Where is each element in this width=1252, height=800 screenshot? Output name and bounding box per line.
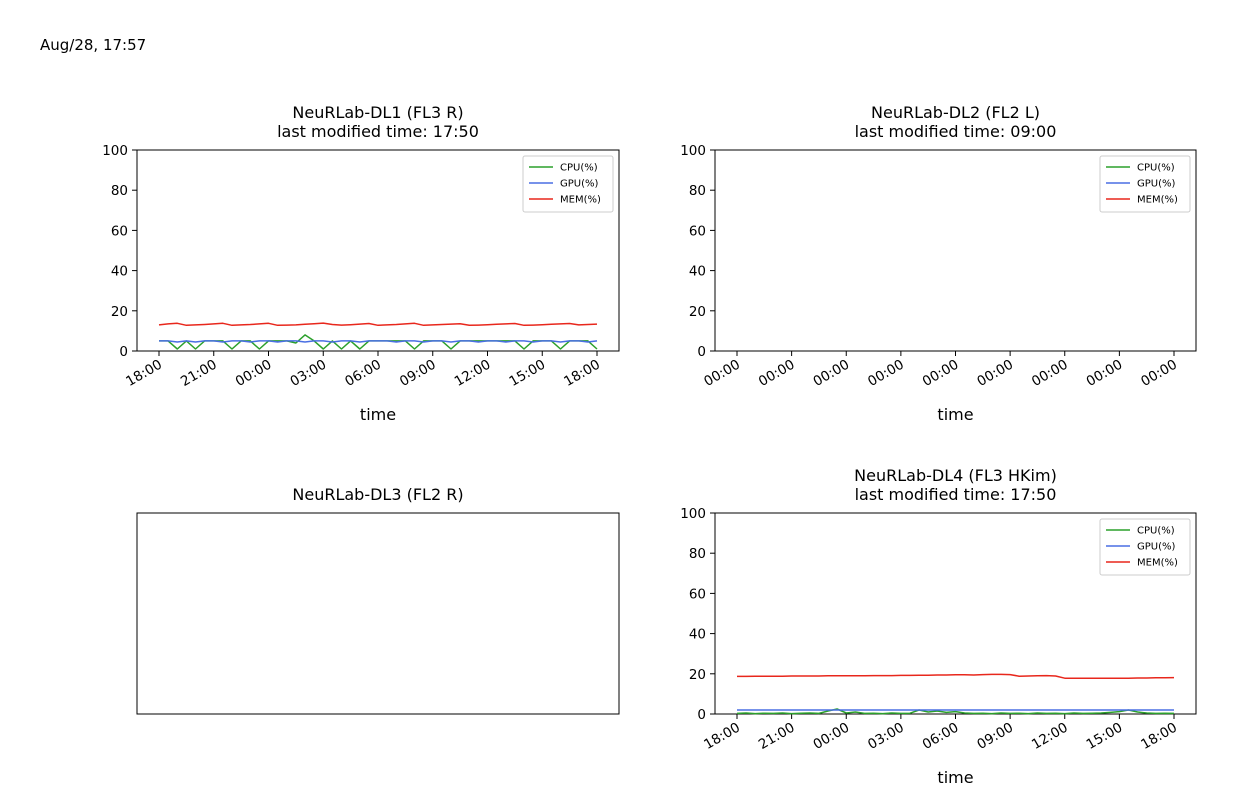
chart-title: NeuRLab-DL2 (FL2 L) xyxy=(871,103,1040,122)
legend-box xyxy=(522,155,614,213)
x-tick-label: 00:00 xyxy=(756,357,798,390)
y-tick-label: 20 xyxy=(111,304,128,320)
chart-subtitle: last modified time: 17:50 xyxy=(855,485,1057,504)
legend-entry: GPU(%) xyxy=(1137,179,1176,190)
x-tick-label: 00:00 xyxy=(1084,357,1126,390)
legend-entry: MEM(%) xyxy=(1137,558,1178,569)
x-axis-label: time xyxy=(937,405,973,424)
x-tick-label: 03:00 xyxy=(288,357,330,390)
x-tick-label: 00:00 xyxy=(1029,357,1071,390)
chart-panel-dl3: NeuRLab-DL3 (FL2 R) xyxy=(136,485,620,715)
chart-title: NeuRLab-DL4 (FL3 HKim) xyxy=(854,466,1057,485)
legend-entry: MEM(%) xyxy=(1137,195,1178,206)
x-tick-label: 00:00 xyxy=(811,357,853,390)
x-tick-label: 00:00 xyxy=(974,357,1016,390)
y-tick-label: 0 xyxy=(697,344,706,360)
y-tick-label: 60 xyxy=(111,223,128,239)
x-tick-label: 00:00 xyxy=(865,357,907,390)
chart-title: NeuRLab-DL3 (FL2 R) xyxy=(292,485,463,504)
series-line-gpu xyxy=(159,340,598,343)
axes-frame xyxy=(136,512,620,715)
x-tick-label: 21:00 xyxy=(756,720,798,753)
y-tick-label: 20 xyxy=(689,667,706,683)
x-tick-label: 00:00 xyxy=(920,357,962,390)
chart-title: NeuRLab-DL1 (FL3 R) xyxy=(292,103,463,122)
x-tick-label: 06:00 xyxy=(342,357,384,390)
chart-panel-dl4: NeuRLab-DL4 (FL3 HKim)last modified time… xyxy=(680,466,1197,787)
x-tick-label: 12:00 xyxy=(452,357,494,390)
y-tick-label: 20 xyxy=(689,304,706,320)
x-tick-label: 09:00 xyxy=(397,357,439,390)
x-tick-label: 18:00 xyxy=(561,357,603,390)
series-line-cpu xyxy=(736,708,1175,715)
legend-entry: CPU(%) xyxy=(1137,526,1175,537)
chart-subtitle: last modified time: 17:50 xyxy=(277,122,479,141)
x-axis-label: time xyxy=(360,405,396,424)
y-tick-label: 0 xyxy=(119,344,128,360)
y-tick-label: 60 xyxy=(689,586,706,602)
legend-entry: GPU(%) xyxy=(1137,542,1176,553)
x-tick-label: 00:00 xyxy=(701,357,743,390)
series-line-mem xyxy=(737,673,1175,679)
x-tick-label: 00:00 xyxy=(233,357,275,390)
legend-entry: GPU(%) xyxy=(560,179,599,190)
x-tick-label: 18:00 xyxy=(701,720,743,753)
y-tick-label: 60 xyxy=(689,223,706,239)
x-tick-label: 00:00 xyxy=(811,720,853,753)
x-tick-label: 18:00 xyxy=(123,357,165,390)
legend-box xyxy=(1099,518,1191,576)
y-tick-label: 80 xyxy=(689,183,706,199)
y-tick-label: 80 xyxy=(111,183,128,199)
x-axis-label: time xyxy=(937,768,973,787)
legend-entry: CPU(%) xyxy=(560,163,598,174)
x-tick-label: 03:00 xyxy=(865,720,907,753)
y-tick-label: 40 xyxy=(689,627,706,643)
y-tick-label: 40 xyxy=(111,264,128,280)
x-tick-label: 15:00 xyxy=(507,357,549,390)
x-tick-label: 15:00 xyxy=(1084,720,1126,753)
x-tick-label: 18:00 xyxy=(1138,720,1180,753)
chart-subtitle: last modified time: 09:00 xyxy=(855,122,1057,141)
y-tick-label: 100 xyxy=(102,143,128,159)
x-tick-label: 09:00 xyxy=(974,720,1016,753)
legend-entry: MEM(%) xyxy=(560,195,601,206)
x-tick-label: 21:00 xyxy=(178,357,220,390)
y-tick-label: 100 xyxy=(680,506,706,522)
legend-box xyxy=(1099,155,1191,213)
page-timestamp: Aug/28, 17:57 xyxy=(40,36,147,54)
x-tick-label: 00:00 xyxy=(1138,357,1180,390)
legend-entry: CPU(%) xyxy=(1137,163,1175,174)
chart-panel-dl1: NeuRLab-DL1 (FL3 R)last modified time: 1… xyxy=(102,103,620,424)
y-tick-label: 40 xyxy=(689,264,706,280)
x-tick-label: 12:00 xyxy=(1029,720,1071,753)
y-tick-label: 80 xyxy=(689,546,706,562)
y-tick-label: 0 xyxy=(697,707,706,723)
y-tick-label: 100 xyxy=(680,143,706,159)
chart-panel-dl2: NeuRLab-DL2 (FL2 L)last modified time: 0… xyxy=(680,103,1197,424)
series-line-mem xyxy=(158,322,598,327)
x-tick-label: 06:00 xyxy=(920,720,962,753)
